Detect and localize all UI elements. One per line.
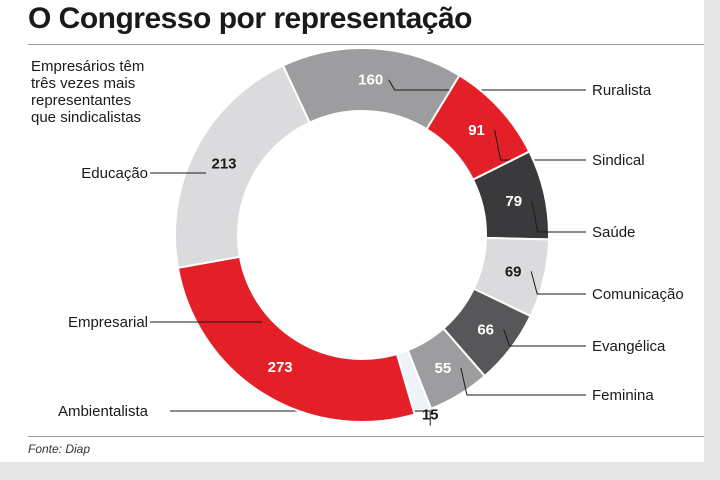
leader-line-evangelica [503,329,586,347]
subtitle-line: que sindicalistas [31,109,142,126]
category-label-feminina: Feminina [592,387,654,404]
category-label-empresarial: Empresarial [68,314,148,331]
chart-card: O Congresso por representação Empresário… [0,0,704,462]
value-label-empresarial: 273 [268,359,293,376]
value-label-comunicacao: 69 [505,263,522,280]
leader-line-sindical [494,129,586,161]
category-label-saude: Saúde [592,224,635,241]
leader-line-ambientalista [170,410,431,426]
value-label-ruralista: 160 [358,72,383,89]
donut-chart: 160 Ruralista 91 Sindical 79 Saúde 69 Comunicaç… [58,47,684,426]
value-label-educacao: 213 [211,155,236,172]
leader-line-comunicacao [530,271,586,295]
value-label-saude: 79 [505,193,522,210]
category-label-educacao: Educação [81,165,148,182]
leader-line-ruralista [388,79,586,91]
donut-slice-empresarial [176,255,416,423]
value-label-evangelica: 66 [477,321,494,338]
source-note: Fonte: Diap [28,442,91,456]
category-label-comunicacao: Comunicação [592,286,684,303]
category-label-sindical: Sindical [592,152,645,169]
subtitle-line: Empresários têm [31,58,145,75]
chart-subtitle: Empresários têm três vezes mais represen… [31,58,211,126]
leader-line-feminina [460,367,586,396]
donut-slice-educacao [174,64,311,269]
category-label-ruralista: Ruralista [592,82,652,99]
value-label-feminina: 55 [435,360,452,377]
value-label-sindical: 91 [468,122,485,139]
chart-title: O Congresso por representação [28,2,472,35]
category-label-ambientalista: Ambientalista [58,403,149,420]
title-divider [28,44,704,45]
subtitle-line: três vezes mais [31,75,136,92]
category-label-evangelica: Evangélica [592,338,666,355]
footer-divider [28,436,704,437]
subtitle-line: representantes [31,92,132,109]
leader-line-saude [531,201,586,233]
